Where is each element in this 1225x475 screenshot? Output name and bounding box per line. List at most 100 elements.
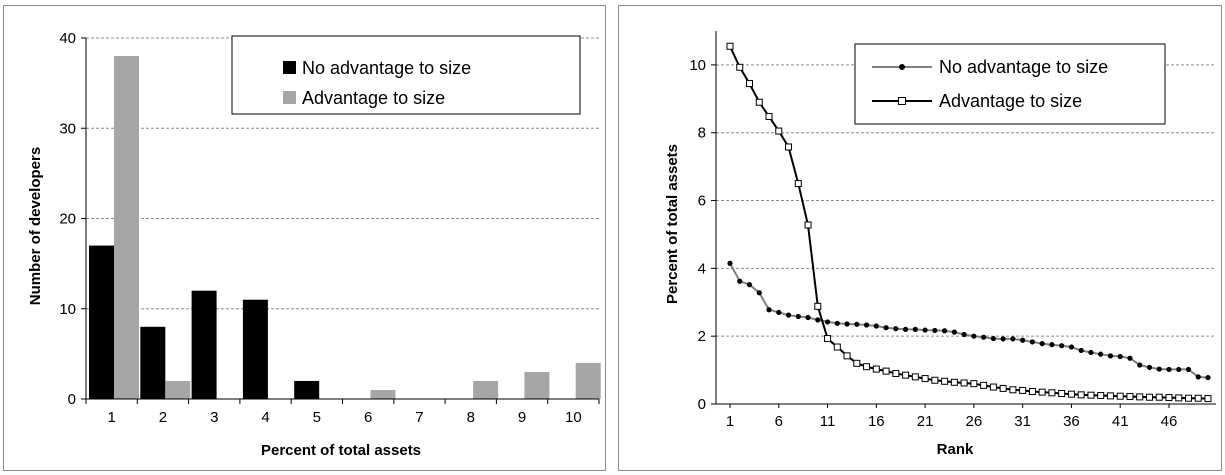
y-tick-label: 2 [698,328,706,345]
data-point [756,290,762,296]
data-point [815,317,821,323]
data-point [727,260,733,266]
y-tick-label: 0 [68,391,76,408]
data-point [941,377,949,385]
legend-label-no-advantage: No advantage to size [302,58,471,78]
data-point [814,302,822,310]
data-point [736,63,744,71]
x-tick-label: 11 [820,413,836,430]
data-point [746,282,753,288]
data-point [1126,393,1134,401]
x-tick-label: 9 [518,409,526,426]
data-point [844,321,850,327]
bar [370,389,396,399]
x-tick-label: 6 [775,413,783,430]
legend-marker-advantage [898,97,906,105]
data-point [766,307,772,313]
x-axis-title: Rank [937,441,974,458]
x-tick-label: 10 [565,409,582,426]
data-point [795,313,801,320]
data-point [804,221,812,229]
data-point [1106,392,1114,400]
y-axis-title: Percent of total assets [664,144,681,304]
data-point [999,384,1007,392]
x-tick-label: 8 [467,409,475,426]
data-point [1039,341,1045,347]
data-point [1155,393,1163,401]
data-point [1067,390,1075,398]
data-point [1117,353,1123,360]
data-point [853,359,861,367]
bar [242,299,268,399]
data-point [1166,366,1172,373]
data-point [854,321,860,327]
data-point [843,352,851,360]
rank-line-panel: 0 2 4 6 8 10 1 6 11 16 21 26 31 36 41 46 Rank Percent o… [618,5,1222,471]
data-point [872,365,880,373]
data-point [961,331,967,338]
data-point [1000,336,1006,342]
data-point [1194,394,1202,402]
data-point [882,367,890,375]
data-point [1204,395,1212,403]
data-point [1205,374,1211,381]
data-point [785,143,793,151]
legend-swatch-advantage [283,91,296,104]
data-point [1145,393,1153,401]
x-tick-label: 16 [868,413,885,430]
data-point [942,328,948,334]
legend-label-advantage: Advantage to size [302,88,445,108]
data-point [1116,392,1124,400]
y-axis-title: Number of developers [27,147,44,305]
data-point [1146,364,1153,370]
y-tick-label: 0 [698,396,706,413]
bar [575,362,601,399]
data-point [1058,389,1066,397]
y-tick-label: 6 [698,193,706,210]
data-point [902,326,909,332]
x-tick-label: 1 [726,413,734,430]
data-point [980,381,988,389]
data-point [971,333,977,339]
data-point [1077,391,1085,399]
x-axis-title: Percent of total assets [261,442,421,459]
data-point [912,326,918,332]
x-tick-label: 3 [210,409,218,426]
x-tick-label: 21 [917,413,934,430]
legend-marker-no-advantage [899,64,905,70]
data-point [1156,366,1162,372]
data-point [1068,344,1075,350]
data-point [776,309,782,316]
x-tick-label: 2 [159,409,167,426]
data-point [911,373,919,381]
data-point [1049,342,1055,348]
data-point [1185,366,1192,373]
data-point [1038,388,1046,396]
y-tick-label: 10 [59,301,76,318]
data-point [1028,387,1036,395]
data-point [765,112,773,120]
legend: No advantage to size Advantage to size [854,43,1166,125]
x-tick-label: 36 [1063,413,1080,430]
data-point [873,323,879,329]
x-tick-label: 7 [415,409,423,426]
x-tick-label: 4 [261,409,269,426]
legend-box [854,43,1166,125]
data-point [863,363,871,371]
legend-label-advantage: Advantage to size [939,91,1082,111]
data-point [824,319,831,325]
data-point [726,42,734,50]
data-point [834,320,840,326]
data-point [932,327,938,334]
data-point [950,378,958,386]
data-point [931,376,939,384]
data-point [892,369,900,377]
data-point [1009,386,1017,394]
data-point [1136,393,1144,401]
data-point [1176,366,1182,373]
x-tick-label: 46 [1161,413,1178,430]
y-tick-label: 30 [59,120,76,137]
y-tick-label: 4 [698,260,706,277]
legend-swatch-no-advantage [283,61,296,74]
